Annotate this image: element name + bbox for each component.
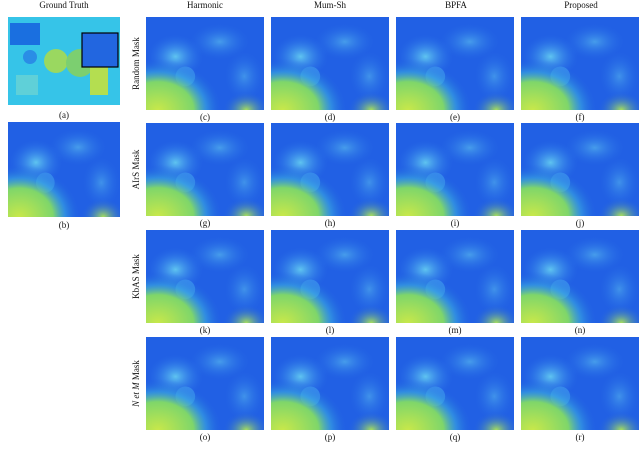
image-panel bbox=[146, 337, 264, 430]
image-panel bbox=[8, 17, 120, 105]
row-label: N et M Mask bbox=[131, 360, 141, 408]
image-panel bbox=[396, 123, 514, 216]
panel-label: (l) bbox=[326, 325, 335, 335]
panel-label: (r) bbox=[576, 432, 585, 442]
image-panel bbox=[521, 230, 639, 323]
image-panel bbox=[396, 230, 514, 323]
panel-label: (q) bbox=[450, 432, 461, 442]
column-header: Harmonic bbox=[187, 0, 223, 10]
column-header: BPFA bbox=[445, 0, 467, 10]
image-panel bbox=[146, 17, 264, 110]
row-label-text: AIrS Mask bbox=[131, 149, 141, 189]
image-panel bbox=[521, 123, 639, 216]
panel-label: (h) bbox=[325, 218, 336, 228]
image-panel bbox=[521, 337, 639, 430]
row-label-text: Random Mask bbox=[131, 37, 141, 90]
image-panel bbox=[271, 123, 389, 216]
panel-label: (d) bbox=[325, 112, 336, 122]
image-panel bbox=[146, 230, 264, 323]
row-label-italic: N et M bbox=[131, 382, 141, 408]
panel-label: (o) bbox=[200, 432, 211, 442]
image-panel bbox=[8, 122, 120, 217]
column-header: Mum-Sh bbox=[314, 0, 347, 10]
panel-label: (k) bbox=[200, 325, 211, 335]
image-panel bbox=[396, 337, 514, 430]
image-panel bbox=[271, 337, 389, 430]
panel-label: (m) bbox=[449, 325, 462, 335]
panel-label: (p) bbox=[325, 432, 336, 442]
panel-label: (b) bbox=[59, 220, 70, 230]
image-panel bbox=[396, 17, 514, 110]
panel-label: (g) bbox=[200, 218, 211, 228]
panel-label: (c) bbox=[200, 112, 210, 122]
panel-label: (f) bbox=[576, 112, 585, 122]
image-panel bbox=[271, 17, 389, 110]
image-panel bbox=[146, 123, 264, 216]
row-label: KbAS Mask bbox=[131, 254, 141, 299]
panel-label: (i) bbox=[451, 218, 460, 228]
row-label: Random Mask bbox=[131, 37, 141, 90]
panel-label: (j) bbox=[576, 218, 585, 228]
column-header: Proposed bbox=[564, 0, 598, 10]
row-label-text: KbAS Mask bbox=[131, 254, 141, 299]
column-header: Ground Truth bbox=[39, 0, 89, 10]
image-panel bbox=[521, 17, 639, 110]
panel-label: (e) bbox=[450, 112, 460, 122]
panel-label: (n) bbox=[575, 325, 586, 335]
image-panel bbox=[271, 230, 389, 323]
row-label-text: Mask bbox=[131, 360, 141, 380]
row-label: AIrS Mask bbox=[131, 149, 141, 189]
panel-label: (a) bbox=[59, 110, 69, 120]
